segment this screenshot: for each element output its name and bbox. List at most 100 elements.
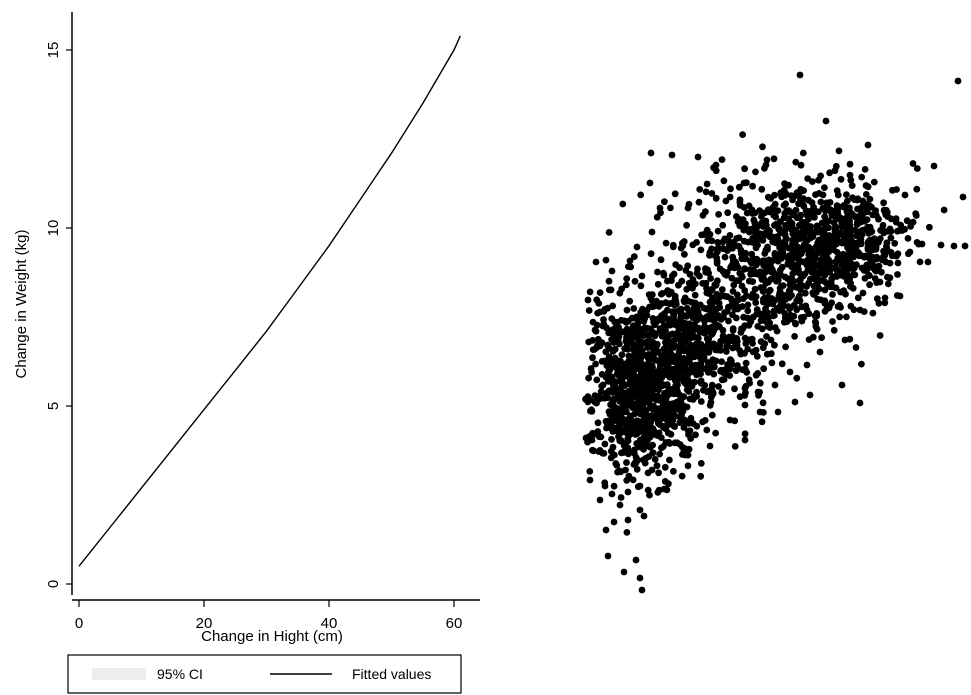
y-tick-label: 0 [45, 580, 62, 588]
scatter-point [836, 301, 843, 309]
scatter-point [637, 282, 645, 290]
scatter-point [666, 456, 673, 464]
scatter-point [790, 277, 797, 285]
scatter-point [695, 334, 702, 342]
scatter-point [654, 315, 662, 323]
scatter-point [668, 386, 675, 393]
scatter-point [671, 423, 678, 430]
scatter-point [717, 367, 724, 375]
scatter-point [741, 265, 748, 273]
scatter-point [876, 278, 884, 286]
scatter-point [633, 243, 641, 251]
scatter-point [727, 264, 734, 271]
scatter-point [759, 344, 767, 352]
scatter-point [786, 256, 793, 264]
scatter-point [817, 172, 824, 180]
scatter-point [665, 371, 672, 379]
scatter-point [696, 272, 703, 280]
scatter-point [811, 207, 819, 215]
scatter-point [608, 267, 616, 275]
scatter-point [691, 299, 699, 307]
scatter-point [675, 354, 683, 361]
scatter-point [831, 167, 839, 175]
scatter-point [739, 325, 747, 333]
scatter-point [616, 501, 624, 509]
scatter-point [763, 333, 770, 340]
scatter-point [617, 429, 625, 437]
scatter-point [800, 258, 807, 266]
scatter-point [585, 338, 593, 346]
scatter-point [647, 250, 655, 258]
scatter-point [737, 350, 745, 358]
scatter-point [631, 277, 639, 285]
scatter-point [769, 300, 777, 308]
scatter-point [702, 208, 709, 216]
scatter-point [824, 204, 832, 212]
scatter-point [712, 297, 720, 305]
scatter-point [604, 552, 612, 560]
scatter-point [697, 246, 705, 254]
scatter-point [630, 305, 638, 312]
scatter-point [913, 185, 921, 193]
x-axis-title: Change in Hight (cm) [201, 628, 343, 645]
scatter-point [786, 208, 794, 216]
scatter-point [832, 235, 840, 243]
scatter-point [738, 273, 746, 281]
scatter-point [835, 147, 843, 155]
scatter-point [918, 240, 926, 248]
scatter-point [654, 348, 662, 356]
scatter-point [680, 402, 688, 410]
scatter-point [822, 117, 830, 125]
scatter-point [659, 394, 666, 401]
scatter-point [832, 258, 840, 265]
scatter-point [771, 341, 778, 349]
scatter-point [667, 204, 674, 212]
scatter-point [683, 221, 690, 229]
scatter-point [843, 208, 851, 216]
scatter-point [746, 336, 754, 344]
scatter-point [741, 165, 748, 173]
scatter-point [708, 411, 716, 419]
scatter-point [596, 308, 604, 316]
scatter-point [930, 162, 938, 170]
scatter-point [852, 344, 860, 351]
scatter-point [685, 357, 693, 365]
scatter-point [664, 277, 671, 285]
scatter-point [748, 206, 756, 214]
scatter-point [627, 398, 635, 405]
scatter-point [672, 297, 680, 305]
scatter-point [654, 280, 662, 288]
scatter-point [601, 357, 608, 365]
scatter-point [718, 389, 726, 396]
scatter-point [660, 381, 667, 389]
scatter-point [685, 309, 693, 316]
scatter-point [648, 466, 656, 474]
scatter-point [623, 429, 630, 437]
scatter-point [781, 310, 789, 317]
scatter-point [829, 283, 837, 291]
scatter-point [645, 416, 653, 424]
scatter-point [616, 289, 624, 297]
scatter-point [638, 586, 646, 594]
scatter-point [697, 398, 705, 405]
scatter-point [744, 345, 752, 353]
scatter-point [726, 372, 734, 379]
scatter-point [668, 272, 676, 280]
scatter-point [788, 220, 796, 227]
scatter-point [657, 356, 665, 364]
scatter-point [774, 408, 782, 416]
scatter-point [712, 429, 719, 437]
scatter-point [633, 313, 640, 321]
y-ticks: 0 5 10 15 [45, 42, 72, 588]
scatter-point [773, 233, 781, 241]
scatter-point [791, 398, 799, 406]
scatter-point [702, 265, 709, 273]
scatter-point [691, 291, 699, 299]
scatter-point [608, 490, 616, 498]
scatter-point [625, 450, 632, 458]
scatter-point [887, 249, 895, 256]
scatter-point [740, 204, 748, 211]
scatter-point [819, 257, 827, 265]
scatter-point [729, 326, 737, 334]
scatter-point [676, 264, 683, 272]
